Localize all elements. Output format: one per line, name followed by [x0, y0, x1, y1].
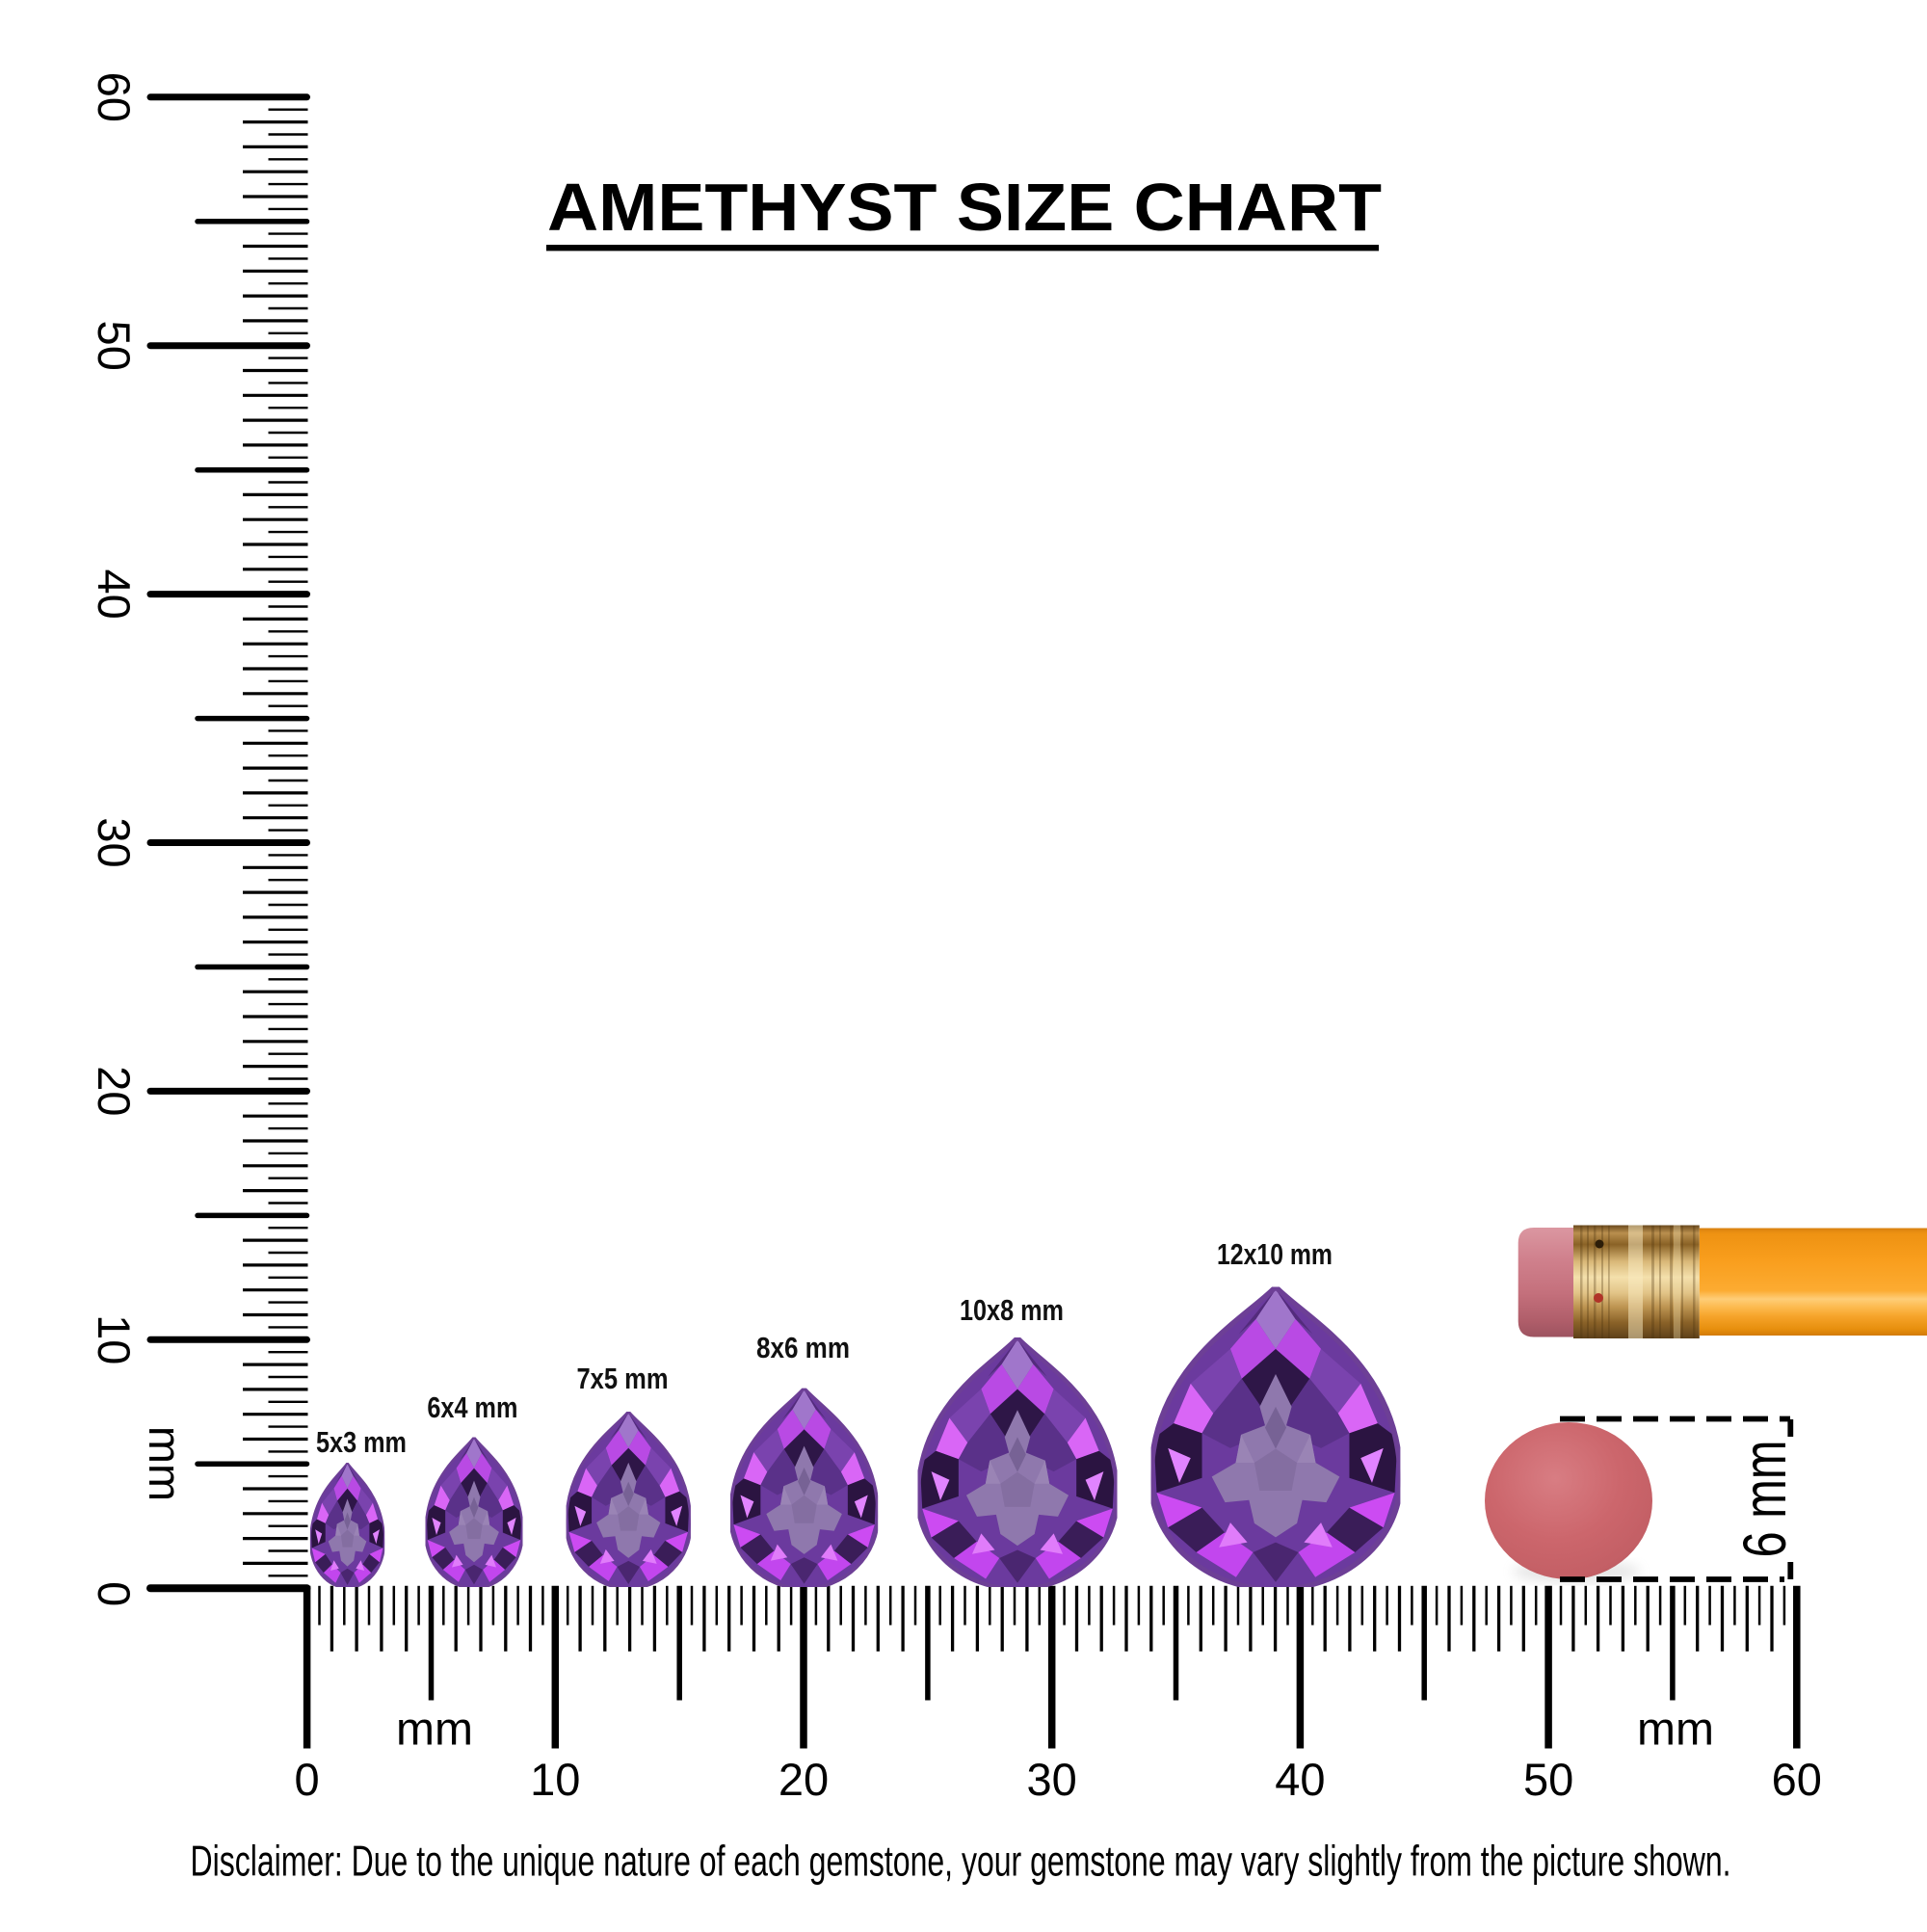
svg-text:0: 0 [89, 1581, 140, 1606]
svg-text:mm: mm [140, 1426, 191, 1501]
svg-text:10: 10 [530, 1754, 580, 1805]
svg-text:30: 30 [89, 817, 140, 867]
svg-text:mm: mm [1637, 1705, 1714, 1756]
svg-text:12x10 mm: 12x10 mm [1217, 1237, 1333, 1271]
svg-text:6 mm: 6 mm [1731, 1441, 1799, 1558]
svg-text:6x4 mm: 6x4 mm [427, 1390, 517, 1424]
svg-text:20: 20 [779, 1754, 829, 1805]
svg-text:30: 30 [1027, 1754, 1077, 1805]
svg-text:7x5 mm: 7x5 mm [577, 1362, 669, 1395]
svg-text:mm: mm [396, 1705, 473, 1756]
svg-text:50: 50 [89, 321, 140, 371]
svg-text:20: 20 [89, 1066, 140, 1116]
svg-text:Disclaimer: Due to the unique: Disclaimer: Due to the unique nature of … [191, 1839, 1731, 1886]
svg-text:40: 40 [89, 569, 140, 619]
svg-text:5x3 mm: 5x3 mm [316, 1425, 407, 1459]
svg-text:10x8 mm: 10x8 mm [960, 1293, 1064, 1327]
svg-text:8x6 mm: 8x6 mm [756, 1331, 850, 1364]
svg-text:40: 40 [1275, 1754, 1325, 1805]
svg-text:10: 10 [89, 1314, 140, 1364]
svg-text:AMETHYST SIZE CHART: AMETHYST SIZE CHART [547, 170, 1382, 245]
svg-text:50: 50 [1523, 1754, 1573, 1805]
svg-text:60: 60 [1772, 1754, 1822, 1805]
svg-text:60: 60 [89, 72, 140, 122]
svg-text:0: 0 [295, 1754, 320, 1805]
